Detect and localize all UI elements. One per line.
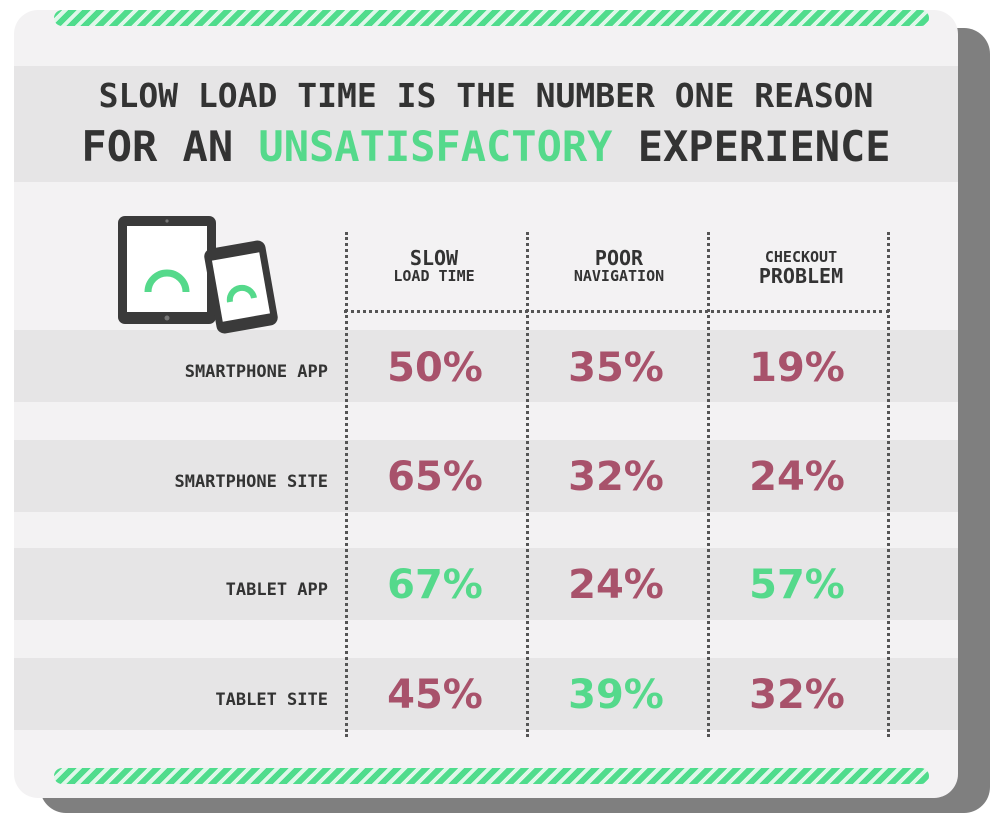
value-cell: 19% bbox=[749, 345, 845, 391]
column-header-line2: PROBLEM bbox=[758, 263, 844, 288]
column-header-line2: NAVIGATION bbox=[573, 267, 665, 285]
dotted-divider bbox=[345, 232, 348, 737]
row-band bbox=[14, 658, 958, 730]
dotted-divider bbox=[526, 232, 529, 737]
row-label-smartphone-site: SMARTPHONE SITE bbox=[174, 472, 328, 492]
value-cell: 45% bbox=[387, 672, 483, 718]
value-cell: 50% bbox=[387, 345, 483, 391]
dotted-divider bbox=[887, 232, 890, 737]
value-cell: 32% bbox=[568, 454, 664, 500]
top-zigzag-border bbox=[54, 10, 929, 26]
tablet-and-phone-icon bbox=[118, 216, 278, 334]
value-cell: 67% bbox=[387, 562, 483, 608]
title-accent-word: UNSATISFACTORY bbox=[258, 122, 613, 171]
bottom-zigzag-border bbox=[54, 768, 929, 784]
row-band bbox=[14, 548, 958, 620]
dotted-header-divider bbox=[344, 310, 889, 313]
title-line-2: FOR AN UNSATISFACTORY EXPERIENCE bbox=[14, 122, 958, 171]
phone-icon bbox=[204, 240, 278, 334]
row-band bbox=[14, 330, 958, 402]
value-cell: 32% bbox=[749, 672, 845, 718]
title-line-2-start: FOR AN bbox=[81, 122, 259, 171]
title-band bbox=[14, 66, 958, 182]
dotted-divider bbox=[707, 232, 710, 737]
column-header-line2: LOAD TIME bbox=[393, 267, 475, 285]
row-label-tablet-app: TABLET APP bbox=[225, 580, 328, 600]
value-cell: 57% bbox=[749, 562, 845, 608]
value-cell: 65% bbox=[387, 454, 483, 500]
column-header-line1: POOR bbox=[594, 246, 644, 270]
column-header-line1: SLOW bbox=[409, 246, 459, 270]
tablet-icon bbox=[118, 216, 216, 324]
value-cell: 24% bbox=[568, 562, 664, 608]
value-cell: 24% bbox=[749, 454, 845, 500]
title-line-1: SLOW LOAD TIME IS THE NUMBER ONE REASON bbox=[98, 76, 874, 115]
column-header-checkout-problem: CHECKOUT PROBLEM bbox=[721, 248, 881, 288]
row-band bbox=[14, 440, 958, 512]
value-cell: 35% bbox=[568, 345, 664, 391]
row-label-tablet-site: TABLET SITE bbox=[215, 690, 328, 710]
infographic-card: SLOW LOAD TIME IS THE NUMBER ONE REASON … bbox=[14, 10, 958, 798]
column-header-line1: CHECKOUT bbox=[764, 248, 838, 266]
column-header-slow-load-time: SLOW LOAD TIME bbox=[354, 248, 514, 285]
column-header-poor-navigation: POOR NAVIGATION bbox=[539, 248, 699, 285]
value-cell: 39% bbox=[568, 672, 664, 718]
row-label-smartphone-app: SMARTPHONE APP bbox=[184, 362, 328, 382]
title-line-2-end: EXPERIENCE bbox=[612, 122, 891, 171]
